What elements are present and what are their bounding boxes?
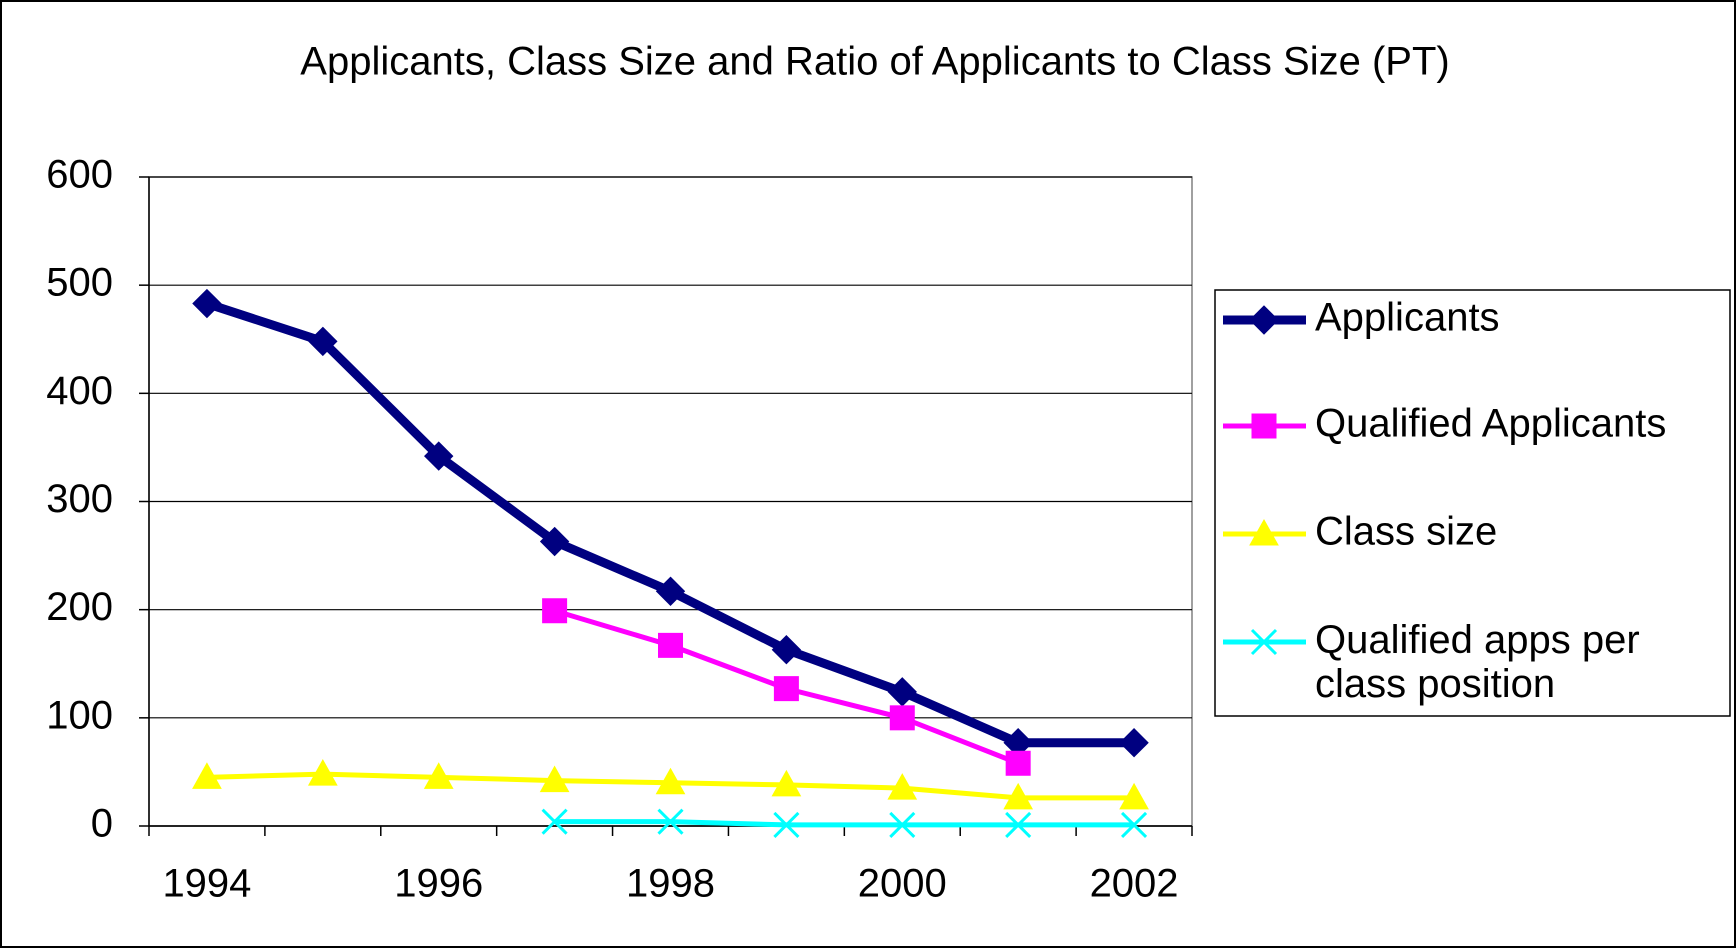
marker [655, 767, 686, 795]
marker [773, 676, 799, 702]
y-tick-label: 300 [46, 477, 113, 521]
y-tick-label: 500 [46, 261, 113, 305]
y-tick-label: 600 [46, 153, 113, 197]
marker [1251, 413, 1277, 439]
x-tick-label: 1996 [394, 862, 483, 906]
marker [773, 811, 800, 838]
marker [771, 634, 802, 665]
marker [541, 808, 568, 835]
marker [1003, 782, 1034, 810]
x-tick-label: 2002 [1090, 862, 1179, 906]
y-tick-label: 0 [91, 802, 113, 846]
legend-label: Applicants [1315, 296, 1500, 340]
chart-title: Applicants, Class Size and Ratio of Appl… [300, 40, 1449, 84]
marker [542, 598, 568, 624]
marker [1249, 305, 1279, 335]
y-tick-label: 400 [46, 369, 113, 413]
legend-label: Qualified Applicants [1315, 402, 1666, 446]
marker [889, 705, 915, 731]
marker [655, 576, 686, 606]
x-tick-label: 1998 [626, 862, 715, 906]
y-tick-label: 100 [46, 693, 113, 737]
y-tick-label: 200 [46, 585, 113, 629]
legend-label: Class size [1315, 510, 1497, 554]
marker [887, 773, 918, 800]
marker [192, 288, 222, 319]
marker [771, 769, 802, 797]
marker [539, 526, 570, 557]
marker [1249, 518, 1279, 546]
legend-label: Qualified apps per class position [1315, 618, 1651, 706]
x-tick-label: 2000 [858, 862, 947, 906]
marker [1120, 811, 1148, 838]
marker [423, 762, 454, 789]
legend-box [1214, 289, 1731, 717]
marker [657, 808, 684, 835]
marker [1250, 628, 1278, 656]
marker [1005, 750, 1031, 776]
marker [192, 762, 222, 789]
marker [308, 326, 338, 357]
marker [658, 632, 683, 658]
marker [1005, 811, 1032, 838]
marker [889, 811, 916, 838]
x-tick-label: 1994 [162, 862, 251, 906]
marker [539, 765, 570, 793]
marker [424, 441, 454, 471]
series-line [554, 819, 1135, 828]
marker [307, 759, 338, 786]
marker [1119, 728, 1149, 758]
marker [1119, 782, 1149, 810]
